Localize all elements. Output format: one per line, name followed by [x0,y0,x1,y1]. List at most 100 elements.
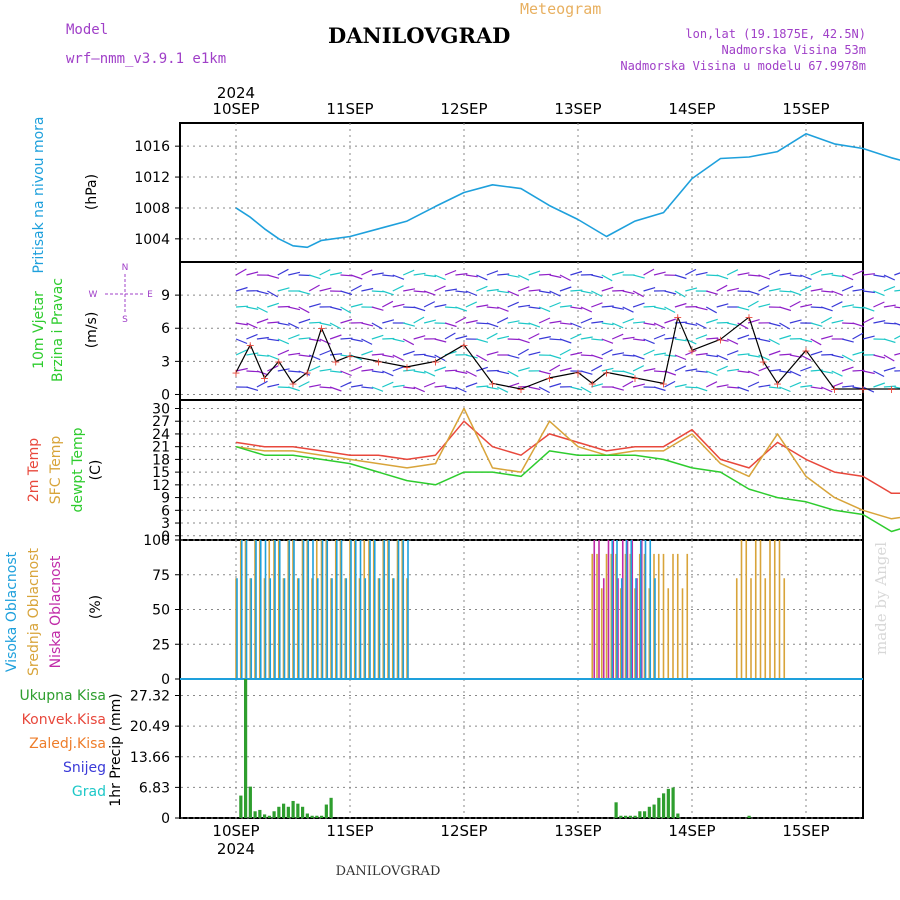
wind-barb [340,274,353,277]
pressure-line [235,133,900,249]
wind-barb [465,290,478,297]
compass-south: S [122,315,128,325]
wind-barb [309,338,322,342]
wind-barb [633,338,646,342]
wind-barb [706,290,718,295]
wind-barb [308,354,321,361]
precip-tick-label: 27.32 [130,689,170,705]
wind-barb [622,370,635,376]
wind-barb [747,354,760,358]
wind-barb [674,383,687,388]
wind-barb [622,336,635,340]
wind-barb [298,274,311,277]
wind-barb [319,269,331,276]
wind-speed-marker: + [345,350,354,363]
wind-barb [413,335,426,340]
wind-barb [403,386,416,390]
wind-barb [539,273,552,276]
date-tick-bottom: 14SEP [668,822,715,840]
wind-barb [329,322,341,330]
wind-speed-marker: + [687,344,696,357]
wind-barb [549,354,562,360]
wind-barb [632,354,645,360]
temp-tick-label: 18 [152,452,170,468]
wind-barb [768,269,781,276]
wind-barb [329,370,343,373]
precip-bar [263,814,267,818]
wind-barb [424,274,437,278]
wind-barb [288,306,301,311]
wind-barb [747,319,760,324]
wind-barb [768,350,781,356]
precip-bar [657,797,661,818]
wind-barb [434,354,446,362]
wind-barb [883,385,896,388]
date-tick-top: 10SEP [212,100,259,118]
wind-barb [632,290,644,298]
cloud-tick-label: 25 [152,637,170,653]
wind-barb [789,300,801,308]
wind-barb [821,306,833,312]
wind-barb [601,367,614,372]
wind-barb [653,352,666,356]
precip-bar [277,806,281,818]
wind-barb [434,285,446,292]
precip-tick-label: 6.83 [139,780,170,796]
wind-speed-marker: + [573,366,582,379]
wind-barb [779,272,792,276]
wind-barb [465,319,478,324]
wind-tick-label: 3 [161,354,170,370]
wind-barb [309,321,322,324]
wind-barb [235,322,248,326]
wind-barb [674,338,687,342]
wind-barb [591,383,604,388]
wind-barb [413,370,426,374]
wind-barb [821,353,834,356]
wind-barb [612,386,624,391]
precip-legend-4: Grad [72,784,106,800]
wind-barb [538,290,551,294]
wind-barb [277,268,289,276]
model-label: Model [66,22,108,38]
wind-barb [455,386,467,393]
wind-barb [674,274,687,280]
wind-speed-marker: + [744,311,753,324]
wind-speed-marker: + [716,333,725,346]
wind-barb [862,317,874,324]
precip-bar [633,815,637,818]
wind-barb [768,369,781,372]
wind-barb [319,349,331,356]
precip-bar [286,806,290,818]
wind-barb [371,306,384,311]
wind-barb [403,369,416,372]
wind-barb [737,306,750,311]
wind-barb [685,368,698,372]
wind-barb [748,337,761,340]
wind-barb [831,382,844,388]
coords-label: lon,lat (19.1875E, 42.5N) [685,27,866,41]
wind-barb [883,285,896,292]
wind-barb [559,348,571,356]
wind-barb [497,370,510,375]
wind-barb [591,354,603,360]
wind-barb [570,351,583,356]
wind-barb [517,286,530,292]
wind-barb [392,274,405,280]
precip-bar [614,802,618,818]
wind-barb [632,365,645,372]
precip-bar [676,813,680,818]
precip-bar [652,804,656,818]
wind-barb [518,304,531,308]
wind-barb [800,366,812,372]
wind-barb [706,370,718,376]
temp-series-label-2m: 2m Temp [26,438,42,502]
wind-tick-label: 0 [161,387,170,403]
wind-barb [267,302,279,308]
wind-barb [580,317,593,324]
wind-barb [413,353,426,356]
wind-barb [873,382,885,388]
wind-barb [653,333,666,340]
wind-barb [758,354,770,361]
temp-tick-label: 30 [152,401,170,417]
wind-speed-marker: + [374,355,383,368]
